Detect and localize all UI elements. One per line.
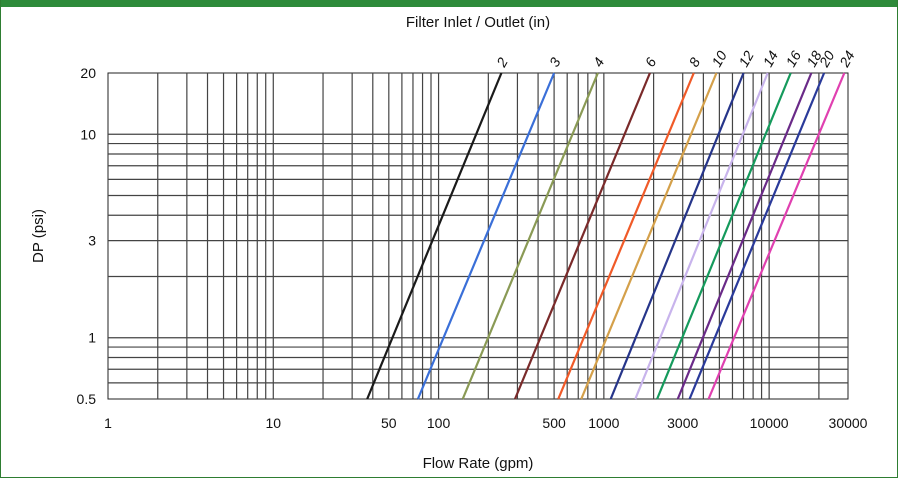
series-label-2: 2 — [493, 55, 511, 71]
series-label-24: 24 — [836, 48, 858, 71]
series-label-10: 10 — [708, 48, 730, 70]
series-line-14 — [634, 72, 769, 400]
series-line-12 — [609, 72, 745, 400]
top-accent-bar — [0, 0, 898, 7]
series-label-8: 8 — [686, 55, 704, 70]
x-tick-label: 100 — [427, 415, 451, 431]
series-line-4 — [461, 72, 599, 400]
y-tick-label: 1 — [88, 330, 96, 346]
x-tick-label: 1000 — [588, 415, 619, 431]
series-label-6: 6 — [642, 55, 660, 70]
plot-area — [107, 72, 849, 400]
series-line-24 — [707, 72, 846, 400]
x-tick-label: 500 — [542, 415, 566, 431]
x-tick-label: 1 — [104, 415, 112, 431]
y-tick-label: 20 — [80, 65, 96, 81]
series-line-20 — [688, 72, 826, 400]
series-label-20: 20 — [815, 48, 837, 71]
x-axis-title: Flow Rate (gpm) — [423, 455, 534, 472]
chart-title: Filter Inlet / Outlet (in) — [406, 14, 550, 31]
series-line-6 — [513, 72, 651, 400]
series-label-16: 16 — [782, 48, 804, 70]
series-label-14: 14 — [759, 48, 781, 70]
x-tick-label: 10 — [265, 415, 281, 431]
series-line-3 — [416, 72, 556, 400]
series-label-3: 3 — [546, 55, 564, 70]
series-line-8 — [557, 72, 695, 400]
y-tick-label: 10 — [80, 126, 96, 142]
series-label-18: 18 — [803, 48, 825, 70]
x-tick-labels: 1 10 50 100 500 1000 3000 10000 30000 — [104, 415, 868, 431]
series-lines — [366, 72, 846, 400]
x-tick-label: 3000 — [667, 415, 698, 431]
series-line-18 — [676, 72, 813, 400]
x-tick-label: 30000 — [829, 415, 868, 431]
y-tick-label: 3 — [88, 233, 96, 249]
y-axis-title: DP (psi) — [30, 209, 47, 263]
series-line-10 — [580, 72, 718, 400]
x-tick-label: 10000 — [750, 415, 789, 431]
x-tick-label: 50 — [381, 415, 397, 431]
y-tick-label: 0.5 — [77, 391, 97, 407]
series-line-2 — [366, 72, 503, 400]
grid-lines — [108, 73, 848, 399]
series-line-16 — [656, 72, 792, 400]
series-label-4: 4 — [590, 55, 608, 70]
series-label-12: 12 — [735, 48, 757, 70]
y-tick-labels: 20 10 3 1 0.5 — [77, 65, 97, 407]
